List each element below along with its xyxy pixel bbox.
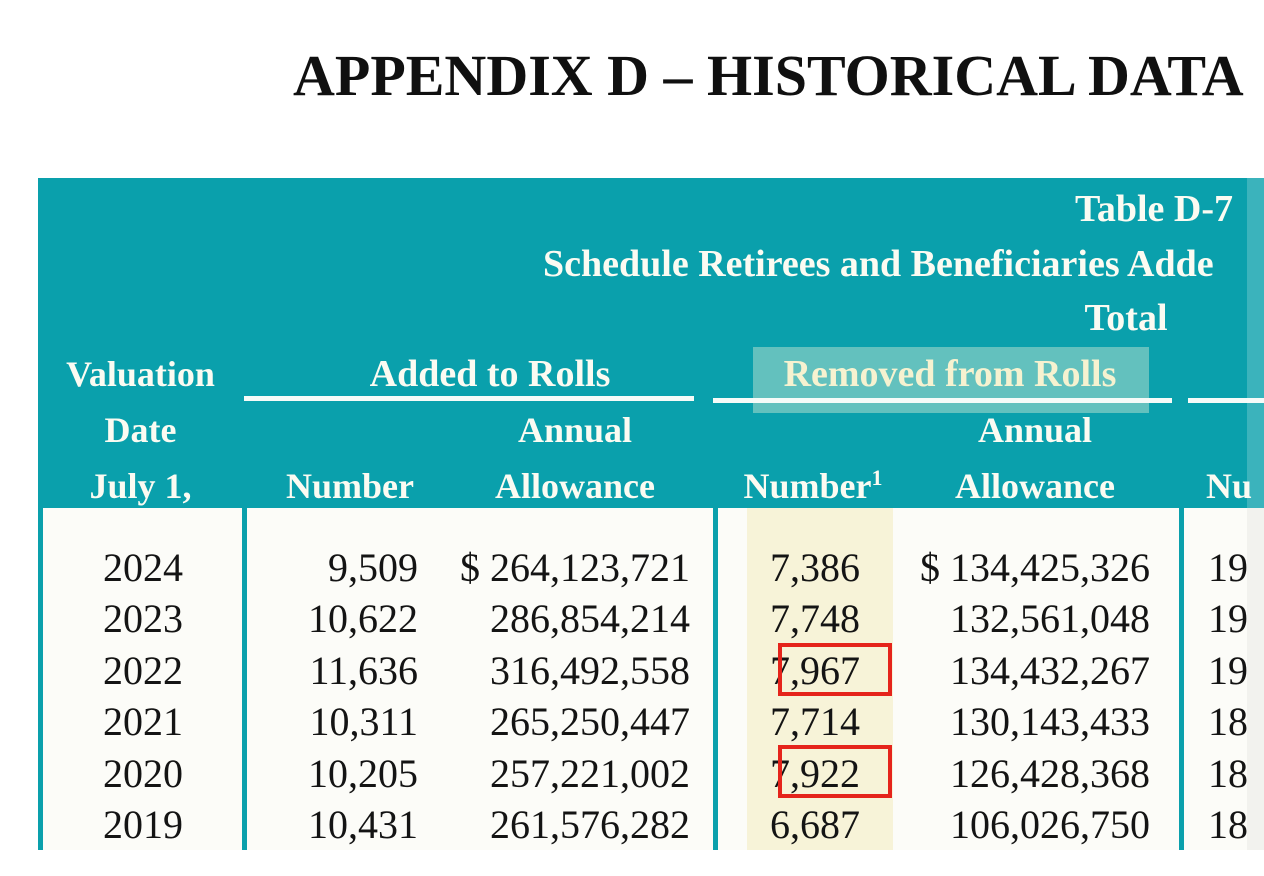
crop-edge-strip-header <box>1247 178 1264 508</box>
col-header-valuation: Valuation <box>66 354 215 394</box>
cell-year: 2022 <box>103 648 183 693</box>
col-header-july1: July 1, <box>89 466 192 506</box>
red-annotation-box-7967 <box>778 643 892 696</box>
cell-total-number: 19 <box>1208 596 1248 641</box>
cell-removed-number: 7,922 <box>770 751 860 796</box>
cell-added-number: 10,431 <box>308 802 418 847</box>
cell-removed-allowance: 106,026,750 <box>950 802 1150 847</box>
cell-year: 2021 <box>103 699 183 744</box>
removed-annual-label: Annual <box>977 410 1093 450</box>
cell-added-number: 9,509 <box>328 545 418 590</box>
footnote-marker: 1 <box>871 465 883 490</box>
table-subtitle: Schedule Retirees and Beneficiaries Adde <box>543 243 1214 285</box>
cell-removed-allowance: 126,428,368 <box>950 751 1150 796</box>
cell-removed-allowance: 130,143,433 <box>950 699 1150 744</box>
crop-edge-strip-body <box>1247 508 1264 850</box>
column-divider-1 <box>242 508 247 850</box>
table-row: 2023 10,622 286,854,214 7,748 132,561,04… <box>38 593 1264 644</box>
added-allowance-label: Allowance <box>495 466 655 506</box>
table-header-band: Table D-7 Schedule Retirees and Benefici… <box>38 178 1264 508</box>
total-number-label: Nu <box>1206 466 1253 506</box>
table-row: 2020 10,205 257,221,002 7,922 126,428,36… <box>38 748 1264 799</box>
cell-added-number: 10,311 <box>309 699 418 744</box>
page-title: APPENDIX D – HISTORICAL DATA <box>293 43 1244 108</box>
cell-removed-allowance: 134,432,267 <box>950 648 1150 693</box>
added-number-label: Number <box>286 466 414 506</box>
cell-year: 2024 <box>103 545 183 590</box>
cell-year: 2019 <box>103 802 183 847</box>
cell-added-allowance: 316,492,558 <box>490 648 690 693</box>
cell-added-number: 10,622 <box>308 596 418 641</box>
cell-added-number: 11,636 <box>309 648 418 693</box>
highlighted-number-column <box>747 508 893 850</box>
column-divider-3 <box>1179 508 1184 850</box>
cell-total-number: 18 <box>1208 699 1248 744</box>
cell-total-number: 18 <box>1208 802 1248 847</box>
cell-removed-number: 7,748 <box>770 596 860 641</box>
cell-removed-allowance: $ 134,425,326 <box>920 545 1150 590</box>
removed-group-underline <box>713 398 1172 403</box>
cell-total-number: 19 <box>1208 648 1248 693</box>
column-divider-2 <box>713 508 718 850</box>
total-group-underline <box>1188 398 1264 403</box>
cell-removed-number: 6,687 <box>770 802 860 847</box>
added-group-underline <box>244 396 694 401</box>
cell-added-allowance: 261,576,282 <box>490 802 690 847</box>
cell-total-number: 19 <box>1208 545 1248 590</box>
table-border-left <box>38 508 43 850</box>
cell-added-allowance: 257,221,002 <box>490 751 690 796</box>
col-header-date: Date <box>104 410 177 450</box>
cell-removed-allowance: 132,561,048 <box>950 596 1150 641</box>
table-row: 2019 10,431 261,576,282 6,687 106,026,75… <box>38 799 1264 850</box>
cell-total-number: 18 <box>1208 751 1248 796</box>
cell-added-allowance: $ 264,123,721 <box>460 545 690 590</box>
cell-added-number: 10,205 <box>308 751 418 796</box>
cell-added-allowance: 286,854,214 <box>490 596 690 641</box>
cell-removed-number: 7,714 <box>770 699 860 744</box>
added-group-label: Added to Rolls <box>369 353 611 395</box>
cell-removed-number: 7,967 <box>770 648 860 693</box>
cell-added-allowance: 265,250,447 <box>490 699 690 744</box>
cell-year: 2020 <box>103 751 183 796</box>
table-row: 2024 9,509 $ 264,123,721 7,386 $ 134,425… <box>38 542 1264 593</box>
table-caption: Table D-7 <box>1074 188 1233 230</box>
cell-removed-number: 7,386 <box>770 545 860 590</box>
table-row: 2021 10,311 265,250,447 7,714 130,143,43… <box>38 696 1264 747</box>
added-annual-label: Annual <box>517 410 633 450</box>
removed-group-label: Removed from Rolls <box>783 353 1117 395</box>
removed-allowance-label: Allowance <box>955 466 1115 506</box>
table-row: 2022 11,636 316,492,558 7,967 134,432,26… <box>38 645 1264 696</box>
cell-year: 2023 <box>103 596 183 641</box>
removed-number-label: Number1 <box>743 465 883 506</box>
red-annotation-box-7922 <box>778 745 892 798</box>
total-group-label: Total <box>1084 297 1168 339</box>
